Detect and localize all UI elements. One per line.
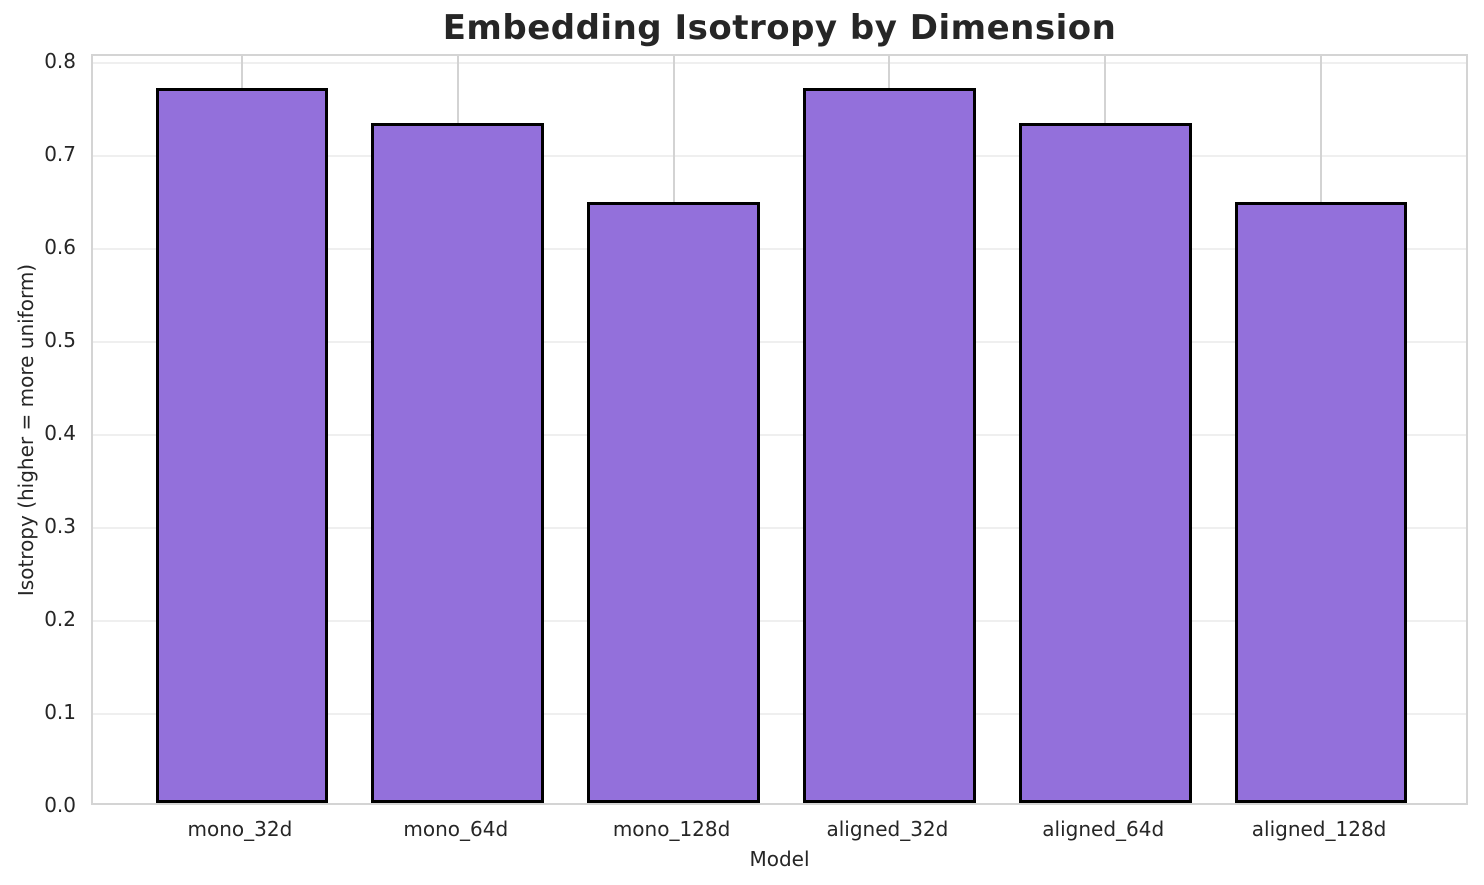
y-gridline [93,713,1466,716]
y-tick-label: 0.1 [44,700,76,725]
y-gridline [93,527,1466,530]
bar-aligned_128d [1234,201,1408,803]
bar-aligned_32d [803,88,976,803]
plot-area [91,54,1468,805]
x-axis-label: Model [749,847,810,871]
y-tick-label: 0.4 [44,421,76,446]
y-gridline [93,62,1466,65]
y-gridline [93,155,1466,158]
x-tick-label: aligned_32d [826,817,949,841]
bar-mono_32d [155,88,329,803]
x-tick-label: mono_128d [612,817,731,841]
bar-aligned_64d [1018,122,1192,803]
y-gridline [93,434,1466,437]
y-tick-label: 0.8 [44,49,76,74]
y-tick-label: 0.7 [44,142,76,167]
y-tick-label: 0.5 [44,328,76,353]
y-gridline [93,341,1466,344]
y-tick-label: 0.0 [44,793,76,817]
chart-title: Embedding Isotropy by Dimension [442,8,1117,48]
y-tick-label: 0.6 [44,235,76,260]
y-tick-label: 0.3 [44,514,76,539]
y-tick-label: 0.2 [44,607,76,632]
y-gridline [93,248,1466,251]
x-tick-label: aligned_128d [1251,817,1387,841]
x-tick-label: mono_32d [187,817,293,841]
x-tick-label: aligned_64d [1042,817,1165,841]
bar-mono_128d [587,201,760,803]
y-gridline [93,620,1466,623]
bar-mono_64d [371,122,545,803]
x-tick-label: mono_64d [403,817,509,841]
